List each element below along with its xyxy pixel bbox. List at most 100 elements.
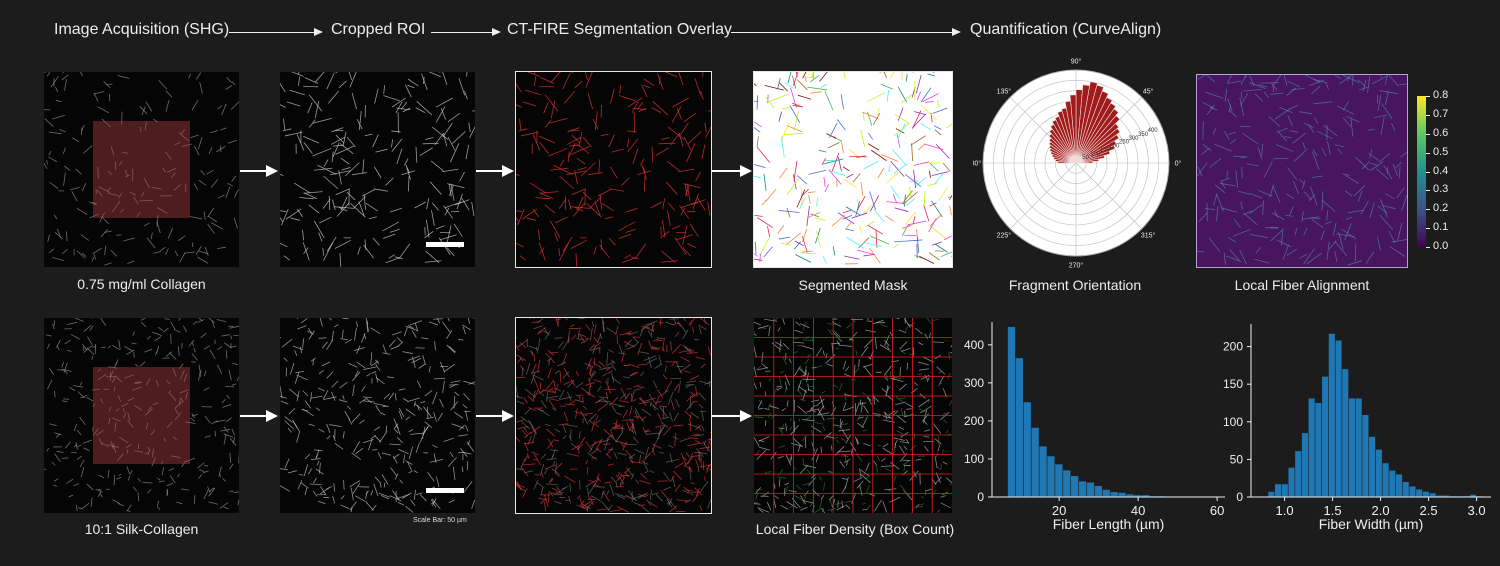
fiber-segment bbox=[698, 326, 702, 335]
fiber-segment bbox=[585, 501, 593, 511]
fiber-segment bbox=[593, 246, 597, 255]
fiber-segment bbox=[453, 396, 456, 409]
fiber-segment bbox=[939, 375, 945, 384]
fiber-segment bbox=[375, 373, 379, 383]
fiber-segment bbox=[621, 351, 625, 363]
fiber-segment bbox=[1206, 75, 1216, 83]
fiber-segment bbox=[632, 436, 639, 444]
fiber-segment bbox=[624, 392, 631, 401]
fiber-segment bbox=[551, 389, 557, 394]
fiber-segment bbox=[598, 159, 601, 174]
step-image-acquisition: Image Acquisition (SHG) bbox=[54, 21, 230, 38]
fiber-segment bbox=[876, 465, 878, 473]
fiber-segment bbox=[615, 474, 620, 480]
fiber-segment bbox=[793, 161, 798, 182]
fiber-segment bbox=[428, 321, 439, 326]
fiber-segment bbox=[115, 408, 120, 412]
fiber-segment bbox=[923, 191, 926, 206]
y-tick-label: 400 bbox=[964, 338, 984, 352]
fiber-segment bbox=[946, 123, 952, 129]
fiber-segment bbox=[631, 101, 639, 113]
fiber-segment bbox=[151, 457, 156, 467]
fiber-segment bbox=[801, 252, 817, 255]
fiber-segment bbox=[802, 389, 807, 401]
fiber-segment bbox=[779, 167, 788, 179]
fiber-segment bbox=[755, 365, 762, 371]
fiber-segment bbox=[45, 334, 52, 337]
fiber-segment bbox=[545, 380, 554, 391]
fiber-segment bbox=[440, 108, 446, 120]
fiber-segment bbox=[395, 393, 397, 401]
colorbar-tick-label: 0.2 bbox=[1433, 202, 1449, 215]
fiber-segment bbox=[586, 203, 602, 218]
fiber-segment bbox=[839, 420, 843, 428]
fiber-segment bbox=[789, 426, 793, 431]
fiber-segment bbox=[153, 118, 159, 123]
fiber-segment bbox=[220, 127, 227, 131]
fiber-segment bbox=[578, 318, 585, 320]
fiber-segment bbox=[592, 478, 599, 488]
fiber-segment bbox=[1384, 75, 1388, 86]
fiber-segment bbox=[686, 143, 696, 163]
fiber-segment bbox=[391, 139, 394, 148]
header-arrow-head-3 bbox=[952, 28, 961, 36]
fiber-segment bbox=[1367, 129, 1375, 131]
fiber-segment bbox=[1249, 233, 1269, 239]
fiber-segment bbox=[789, 105, 801, 123]
fiber-segment bbox=[80, 72, 83, 77]
fiber-segment bbox=[699, 380, 711, 385]
fiber-segment bbox=[47, 379, 53, 390]
fiber-segment bbox=[890, 72, 895, 79]
fiber-segment bbox=[348, 362, 358, 368]
fiber-segment bbox=[405, 84, 412, 98]
fiber-segment bbox=[690, 455, 701, 457]
fiber-segment bbox=[597, 189, 612, 197]
fiber-segment bbox=[674, 433, 677, 447]
fiber-segment bbox=[833, 384, 838, 388]
polar-angle-label: 225° bbox=[997, 232, 1012, 240]
fiber-segment bbox=[830, 508, 833, 513]
fiber-segment bbox=[678, 168, 695, 173]
fiber-segment bbox=[116, 234, 122, 236]
fiber-segment bbox=[674, 484, 681, 492]
fiber-segment bbox=[139, 361, 146, 367]
fiber-segment bbox=[231, 81, 236, 86]
fiber-segment bbox=[924, 374, 928, 381]
fiber-segment bbox=[884, 376, 889, 381]
fiber-segment bbox=[90, 497, 93, 508]
fiber-segment bbox=[91, 355, 94, 360]
fiber-segment bbox=[1338, 231, 1344, 250]
fiber-segment bbox=[820, 494, 825, 500]
fiber-segment bbox=[611, 377, 621, 385]
fiber-segment bbox=[893, 444, 896, 454]
fiber-segment bbox=[44, 72, 46, 74]
fiber-segment bbox=[544, 423, 551, 427]
fiber-segment bbox=[688, 131, 702, 144]
fiber-segment bbox=[865, 329, 876, 333]
fiber-segment bbox=[700, 481, 709, 492]
fiber-segment bbox=[611, 405, 617, 413]
fiber-segment bbox=[782, 357, 787, 365]
fiber-segment bbox=[1313, 101, 1333, 105]
fiber-segment bbox=[764, 318, 778, 322]
fiber-segment bbox=[129, 191, 136, 196]
fiber-segment bbox=[62, 147, 66, 155]
fiber-segment bbox=[348, 418, 353, 425]
fiber-segment bbox=[655, 147, 669, 157]
fiber-segment bbox=[758, 446, 770, 451]
fiber-segment bbox=[597, 333, 602, 343]
fiber-segment bbox=[448, 345, 456, 353]
fiber-segment bbox=[119, 436, 129, 444]
fiber-segment bbox=[931, 171, 949, 177]
fiber-segment bbox=[335, 72, 338, 74]
fiber-segment bbox=[147, 406, 152, 412]
fiber-segment bbox=[654, 363, 662, 369]
fiber-segment bbox=[1339, 76, 1351, 85]
fiber-segment bbox=[1292, 180, 1299, 194]
fiber-segment bbox=[802, 250, 813, 253]
fiber-segment bbox=[191, 413, 198, 417]
fiber-segment bbox=[655, 424, 664, 428]
fiber-segment bbox=[448, 499, 455, 504]
fiber-segment bbox=[165, 151, 172, 160]
fiber-segment bbox=[683, 486, 694, 496]
